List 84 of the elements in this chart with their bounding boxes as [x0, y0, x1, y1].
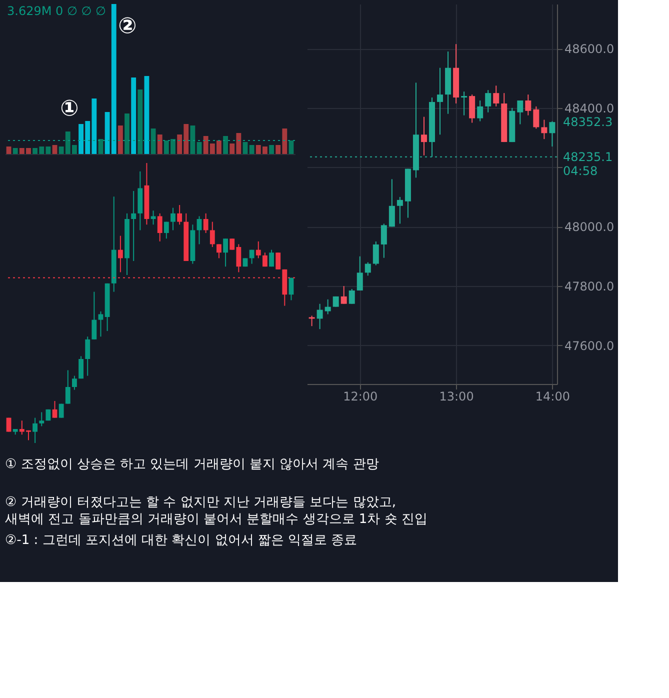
candlestick	[533, 106, 540, 130]
bar	[124, 114, 130, 154]
bar	[131, 78, 136, 154]
bar	[118, 126, 123, 154]
candlestick	[324, 298, 331, 315]
candlestick	[364, 262, 371, 276]
bar	[157, 134, 162, 154]
candlestick	[262, 252, 268, 268]
bar	[150, 128, 156, 154]
candlestick	[420, 116, 427, 156]
bar	[6, 146, 12, 154]
candlestick	[196, 216, 202, 245]
candlestick	[437, 67, 444, 136]
candlestick	[340, 286, 347, 304]
candlestick	[276, 252, 281, 270]
candlestick	[396, 196, 403, 224]
bar	[249, 145, 254, 154]
candlestick	[541, 119, 548, 140]
ref-line-label: 48235.1 04:58	[563, 150, 613, 178]
bar	[138, 90, 143, 154]
candlestick	[485, 90, 492, 113]
bar	[223, 136, 228, 154]
candlestick	[249, 249, 254, 264]
bar	[144, 76, 150, 154]
candlestick	[170, 207, 176, 231]
candlestick	[6, 417, 12, 432]
candlestick	[308, 315, 315, 327]
candlestick	[92, 291, 97, 340]
candlestick	[469, 94, 476, 124]
bar	[242, 142, 248, 154]
candlestick	[380, 223, 387, 258]
x-tick-label: 14:00	[535, 390, 570, 404]
candlestick	[549, 120, 556, 147]
candlestick	[65, 370, 70, 404]
candlestick	[493, 85, 500, 107]
candlestick	[164, 221, 169, 240]
bar	[190, 126, 196, 154]
candlestick	[131, 190, 136, 262]
x-tick-label: 12:00	[343, 390, 378, 404]
candlestick	[157, 212, 162, 242]
text: 48352.3	[563, 114, 613, 129]
y-tick-label: 47800.0	[564, 280, 614, 294]
candlestick	[216, 244, 222, 259]
candlestick	[85, 336, 90, 376]
candlestick	[52, 400, 58, 418]
candlestick	[203, 212, 208, 234]
candlestick	[78, 356, 84, 380]
candlestick	[316, 303, 323, 330]
candlestick	[356, 256, 363, 291]
bar	[52, 145, 58, 154]
candlestick	[223, 238, 228, 268]
y-tick-label: 48400.0	[564, 101, 614, 116]
text: ② 거래량이 터졌다고는 할 수 없지만 지난 거래량들 보다는 많았고, 새벽에 전고 돌파만큼의 거래량이 붙어서 분할매수 생각으로 1차 숏 진입	[5, 495, 428, 527]
candlestick	[210, 221, 215, 248]
candlestick	[372, 241, 379, 266]
candlestick	[525, 94, 532, 116]
candlestick	[150, 210, 156, 226]
candlestick	[39, 412, 44, 427]
candlestick	[177, 204, 182, 226]
annotation: ②	[118, 14, 137, 39]
bar	[12, 148, 18, 154]
candlestick	[517, 100, 524, 125]
y-tick-label: 47600.0	[564, 338, 614, 353]
candlestick	[388, 178, 395, 228]
x-tick-label: 13:00	[439, 390, 474, 404]
candlestick	[348, 288, 355, 304]
y-tick-label: 48000.0	[564, 220, 614, 234]
y-tick-label: 48600.0	[564, 42, 614, 56]
candlestick	[72, 375, 77, 390]
candlestick	[118, 235, 123, 273]
bar	[288, 140, 294, 154]
candlestick	[58, 403, 64, 418]
text: ②-1 : 그런데 포지션에 대한 확신이 없어서 짧은 익절로 종료	[5, 533, 358, 548]
annotation: ①	[60, 96, 79, 122]
candlestick	[98, 310, 104, 338]
candlestick	[256, 240, 261, 259]
bar	[196, 142, 202, 154]
bar	[269, 145, 274, 154]
text: ① 조정없이 상승은 하고 있는데 거래량이 붙지 않아서 계속 관망	[5, 457, 379, 472]
candlestick	[477, 100, 484, 122]
candlestick	[269, 249, 274, 268]
candlestick	[461, 91, 468, 116]
candlestick	[32, 417, 38, 444]
annotation: 3.629M 0 ∅ ∅ ∅	[7, 4, 106, 18]
